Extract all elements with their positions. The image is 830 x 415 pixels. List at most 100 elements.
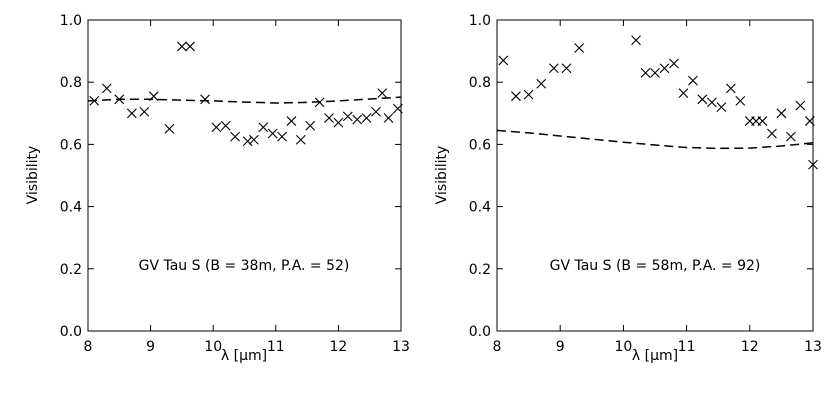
left-data-point — [101, 83, 112, 94]
right-x-tick-label: 13 — [804, 339, 822, 355]
left-data-point — [371, 106, 381, 117]
right-data-point — [631, 35, 641, 46]
right-data-point — [725, 83, 736, 94]
left-x-axis-label: λ [μm] — [221, 348, 267, 364]
right-data-point — [757, 116, 768, 126]
left-y-tick-label: 0.0 — [60, 324, 82, 340]
left-annotation: GV Tau S (B = 38m, P.A. = 52) — [139, 258, 350, 274]
left-data-point — [164, 123, 175, 134]
right-data-point — [688, 75, 698, 86]
left-data-point — [230, 131, 240, 142]
left-y-tick-label: 0.4 — [60, 200, 82, 216]
left-model-line — [87, 96, 402, 104]
left-y-tick-label: 0.6 — [60, 137, 82, 153]
right-x-tick-label: 10 — [614, 339, 632, 355]
left-data-point — [277, 131, 287, 142]
right-y-tick-label: 1.0 — [469, 13, 491, 29]
left-y-tick-label: 1.0 — [60, 13, 82, 29]
left-data-point — [333, 117, 344, 128]
left-data-point — [267, 128, 278, 139]
right-x-tick-label: 9 — [556, 339, 565, 355]
left-data-point — [342, 111, 353, 122]
left-data-point — [392, 103, 403, 114]
left-axis-ticks: 8 9 10 11 12 13 0.0 0.2 0.4 0.6 0.8 1.0 — [60, 13, 410, 355]
left-data-point — [305, 120, 316, 131]
right-observed-points — [498, 35, 818, 170]
right-x-tick-label: 8 — [493, 339, 502, 355]
left-chart-panel: 8 9 10 11 12 13 0.0 0.2 0.4 0.6 0.8 1.0 GV Tau S (B… — [25, 13, 410, 364]
right-y-tick-label: 0.0 — [469, 324, 491, 340]
right-y-tick-label: 0.8 — [469, 75, 491, 91]
left-data-point — [89, 95, 100, 106]
left-data-point — [377, 88, 388, 98]
left-data-point — [249, 134, 259, 145]
right-data-point — [808, 159, 818, 170]
left-x-tick-label: 12 — [329, 339, 347, 355]
right-y-tick-label: 0.6 — [469, 137, 491, 153]
right-x-axis-label: λ [μm] — [632, 348, 678, 364]
right-annotation: GV Tau S (B = 58m, P.A. = 92) — [550, 258, 761, 274]
right-data-point — [678, 88, 689, 98]
left-plot-frame — [87, 19, 402, 332]
left-data-point — [220, 120, 231, 131]
left-observed-points — [89, 41, 403, 147]
right-data-point — [548, 63, 559, 74]
right-y-tick-label: 0.2 — [469, 262, 491, 278]
right-y-axis-label: Visibility — [434, 146, 450, 205]
right-axis-ticks: 8 9 10 11 12 13 0.0 0.2 0.4 0.6 0.8 1.0 — [469, 13, 822, 355]
right-chart-panel: 8 9 10 11 12 13 0.0 0.2 0.4 0.6 0.8 1.0 GV Tau S (B… — [434, 13, 822, 364]
left-data-point — [185, 41, 195, 52]
right-data-point — [659, 63, 670, 74]
left-data-point — [114, 94, 125, 105]
left-data-point — [126, 108, 137, 119]
left-x-tick-label: 9 — [146, 339, 155, 355]
right-data-point — [650, 67, 660, 78]
left-data-point — [200, 94, 210, 105]
right-x-tick-label: 11 — [678, 339, 696, 355]
right-x-tick-label: 12 — [741, 339, 759, 355]
left-data-point — [148, 91, 159, 102]
left-y-tick-label: 0.2 — [60, 262, 82, 278]
right-model-curve — [496, 129, 814, 150]
right-data-point — [640, 67, 651, 78]
right-data-point — [536, 78, 547, 89]
right-data-point — [804, 116, 815, 126]
right-data-point — [511, 91, 521, 102]
right-data-point — [669, 58, 679, 69]
right-plot-frame — [496, 19, 814, 332]
left-model-curve — [87, 96, 402, 104]
left-y-tick-label: 0.8 — [60, 75, 82, 91]
right-data-point — [785, 131, 796, 142]
left-data-point — [242, 136, 253, 147]
right-data-point — [716, 102, 727, 112]
right-data-point — [735, 95, 746, 106]
left-x-tick-label: 13 — [392, 339, 410, 355]
right-data-point — [498, 55, 509, 66]
left-x-tick-label: 8 — [84, 339, 93, 355]
left-data-point — [177, 41, 187, 52]
left-x-tick-label: 10 — [204, 339, 222, 355]
left-y-axis-label: Visibility — [25, 146, 41, 205]
right-data-point — [697, 94, 708, 105]
left-data-point — [383, 113, 394, 123]
right-data-point — [523, 89, 534, 100]
right-data-point — [767, 128, 777, 139]
left-data-point — [352, 114, 363, 125]
right-y-tick-label: 0.4 — [469, 200, 491, 216]
left-data-point — [258, 122, 269, 133]
left-data-point — [295, 134, 306, 145]
left-x-tick-label: 11 — [267, 339, 285, 355]
right-data-point — [561, 63, 572, 74]
right-model-line — [496, 129, 814, 150]
left-data-point — [361, 113, 372, 123]
right-data-point — [776, 108, 787, 119]
right-data-point — [795, 100, 806, 111]
left-data-point — [324, 113, 334, 123]
left-data-point — [139, 106, 150, 117]
left-data-point — [286, 116, 297, 126]
right-data-point — [706, 97, 717, 108]
left-data-point — [314, 97, 325, 108]
right-data-point — [574, 43, 585, 53]
left-data-point — [211, 122, 222, 133]
